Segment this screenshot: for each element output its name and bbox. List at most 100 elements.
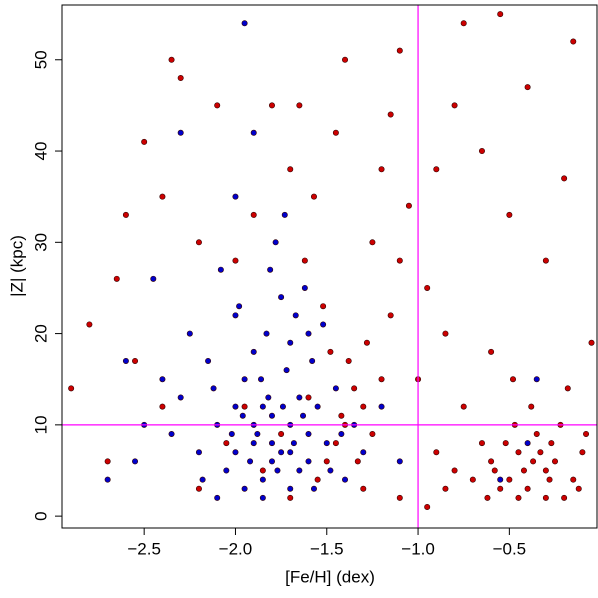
point <box>530 458 537 465</box>
point <box>210 385 217 392</box>
point <box>378 403 385 410</box>
y-tick-label: 30 <box>31 233 50 252</box>
point <box>278 294 285 301</box>
point <box>314 403 321 410</box>
point <box>327 467 334 474</box>
point <box>533 376 540 383</box>
point <box>396 47 403 54</box>
point <box>232 403 239 410</box>
point <box>488 458 495 465</box>
point <box>301 257 308 264</box>
point <box>546 476 553 483</box>
point <box>104 458 111 465</box>
point <box>433 166 440 173</box>
point <box>259 467 266 474</box>
point <box>292 312 299 319</box>
point <box>396 257 403 264</box>
point <box>387 312 394 319</box>
point <box>478 440 485 447</box>
point <box>274 467 281 474</box>
point <box>460 20 467 27</box>
point <box>332 129 339 136</box>
point <box>323 458 330 465</box>
x-tick-label: −2.5 <box>127 539 161 558</box>
y-tick-label: 0 <box>31 511 50 520</box>
point <box>332 385 339 392</box>
point <box>296 102 303 109</box>
point <box>296 467 303 474</box>
point <box>300 412 307 419</box>
x-tick-label: −1.0 <box>401 539 435 558</box>
point <box>305 458 312 465</box>
point <box>159 403 166 410</box>
point <box>113 275 120 282</box>
point <box>338 412 345 419</box>
point <box>575 485 582 492</box>
point <box>351 385 358 392</box>
x-axis-label: [Fe/H] (dex) <box>285 567 375 586</box>
point <box>528 403 535 410</box>
point <box>287 449 294 456</box>
point <box>259 494 266 501</box>
point <box>396 458 403 465</box>
point <box>309 357 316 364</box>
point <box>68 385 75 392</box>
point <box>533 430 540 437</box>
point <box>122 211 129 218</box>
point <box>287 339 294 346</box>
point <box>268 412 275 419</box>
x-tick-label: −2.0 <box>219 539 253 558</box>
point <box>442 330 449 337</box>
point <box>360 449 367 456</box>
point <box>537 449 544 456</box>
point <box>354 458 361 465</box>
point <box>228 430 235 437</box>
point <box>287 485 294 492</box>
point <box>442 485 449 492</box>
point <box>241 403 248 410</box>
point <box>524 84 531 91</box>
point <box>195 449 202 456</box>
point <box>250 129 257 136</box>
point <box>542 257 549 264</box>
point <box>396 494 403 501</box>
point <box>296 394 303 401</box>
point <box>241 376 248 383</box>
point <box>451 102 458 109</box>
point <box>342 56 349 63</box>
point <box>168 56 175 63</box>
point <box>515 494 522 501</box>
point <box>583 430 590 437</box>
point <box>338 430 345 437</box>
point <box>177 129 184 136</box>
x-tick-label: −0.5 <box>493 539 527 558</box>
point <box>195 485 202 492</box>
point <box>199 476 206 483</box>
point <box>104 476 111 483</box>
point <box>360 403 367 410</box>
point <box>460 403 467 410</box>
point <box>236 303 243 310</box>
point <box>561 175 568 182</box>
point <box>506 476 513 483</box>
point <box>287 166 294 173</box>
point <box>186 330 193 337</box>
point <box>232 312 239 319</box>
point <box>369 239 376 246</box>
point <box>258 376 265 383</box>
point <box>332 440 339 447</box>
point <box>217 266 224 273</box>
point <box>542 467 549 474</box>
point <box>502 440 509 447</box>
point <box>506 211 513 218</box>
point <box>287 494 294 501</box>
point <box>281 211 288 218</box>
point <box>320 321 327 328</box>
point <box>223 467 230 474</box>
point <box>345 357 352 364</box>
point <box>478 148 485 155</box>
point <box>570 476 577 483</box>
point <box>327 348 334 355</box>
point <box>588 339 595 346</box>
point <box>510 376 517 383</box>
